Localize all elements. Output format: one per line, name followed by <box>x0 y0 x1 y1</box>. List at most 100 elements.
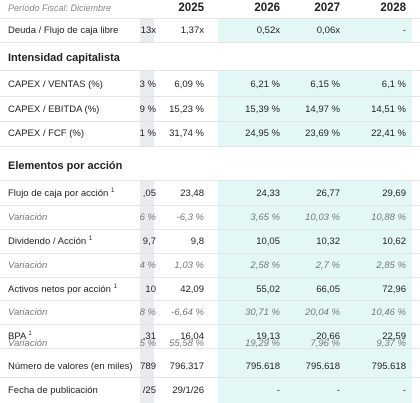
cell: 31,74 % <box>169 128 204 139</box>
divider <box>0 205 420 206</box>
divider <box>0 18 420 19</box>
table-row: Dividendo / Acción 1 9,7 9,8 10,05 10,32… <box>0 229 420 253</box>
cell: ,31 <box>142 331 156 342</box>
cell: 1,37x <box>180 25 204 36</box>
year-header-2027: 2027 <box>314 2 340 14</box>
cell: 1 % <box>139 128 156 139</box>
cell: 29/1/26 <box>172 385 204 396</box>
row-label-text: Flujo de caja por acción <box>8 188 109 199</box>
cell: 26,77 <box>316 188 340 199</box>
forecast-highlight-per-share <box>218 180 412 403</box>
cell: 795.618 <box>371 361 406 372</box>
variation-row: Variación 5 % 55,58 % 19,29 % 7,96 % 9,3… <box>0 331 420 355</box>
divider <box>0 229 420 230</box>
divider <box>0 324 420 325</box>
row-label: CAPEX / EBITDA (%) <box>8 104 100 115</box>
cell: 16,04 <box>180 331 204 342</box>
cell: 10,03 % <box>305 212 340 223</box>
cell: 7,96 % <box>310 338 340 349</box>
cell: 30,71 % <box>245 307 280 318</box>
cell: 3,65 % <box>250 212 280 223</box>
divider <box>0 146 420 147</box>
divider <box>0 121 420 122</box>
cell: /25 <box>142 385 156 396</box>
divider <box>0 180 420 181</box>
row-label: Flujo de caja por acción 1 <box>8 188 114 199</box>
cell: 795.618 <box>245 361 280 372</box>
row-label: Variación <box>8 212 48 223</box>
cell: 10,62 <box>382 236 406 247</box>
cell: 14,51 % <box>371 104 406 115</box>
cell: 15,39 % <box>245 104 280 115</box>
row-label-text: Dividendo / Acción <box>8 236 87 247</box>
cell: 10,05 <box>256 236 280 247</box>
forecast-highlight-capital <box>218 70 412 146</box>
row-label: Fecha de publicación <box>8 385 98 396</box>
scrolled-column-shade-top <box>140 18 154 42</box>
footnote-marker: 1 <box>88 235 93 242</box>
label-column-background <box>0 0 148 403</box>
variation-row: Variación 8 % -6,64 % 30,71 % 20,04 % 10… <box>0 300 420 324</box>
cell: -6,3 % <box>176 212 204 223</box>
table-row: Número de valores (en miles) 789 796.317… <box>0 354 420 378</box>
row-label: BPA 1 <box>8 331 32 342</box>
cell: 8 % <box>139 307 156 318</box>
cell: 13x <box>140 25 156 36</box>
cell: 2,58 % <box>250 260 280 271</box>
cell: - <box>402 385 406 396</box>
row-label: Deuda / Flujo de caja libre <box>8 25 119 36</box>
table-header: Período Fiscal: Diciembre 2025 2026 2027… <box>0 0 420 18</box>
fiscal-period-label: Período Fiscal: Diciembre <box>8 3 112 13</box>
row-label: Variación <box>8 307 48 318</box>
cell: 6,21 % <box>250 79 280 90</box>
row-label-text: BPA <box>8 331 26 342</box>
cell: - <box>336 385 340 396</box>
forecast-highlight-top <box>218 18 412 42</box>
cell: 9,37 % <box>376 338 406 349</box>
table-row: Activos netos por acción 1 10 42,09 55,0… <box>0 277 420 301</box>
cell: 20,66 <box>316 331 340 342</box>
footnote-marker: 1 <box>113 283 117 290</box>
cell: 42,09 <box>180 284 204 295</box>
row-label: Activos netos por acción 1 <box>8 284 117 295</box>
row-label: Variación <box>8 338 48 349</box>
cell: 14,97 % <box>305 104 340 115</box>
table-row: CAPEX / FCF (%) 1 % 31,74 % 24,95 % 23,6… <box>0 121 420 145</box>
cell: 15,23 % <box>169 104 204 115</box>
cell: 55,02 <box>256 284 280 295</box>
table-row: Flujo de caja por acción 1 ,05 23,48 24,… <box>0 181 420 205</box>
cell: 2,7 % <box>315 260 340 271</box>
cell: 22,59 <box>382 331 406 342</box>
divider <box>0 70 420 71</box>
cell: 0,52x <box>256 25 280 36</box>
cell: 2,85 % <box>376 260 406 271</box>
cell: 24,33 <box>256 188 280 199</box>
cell: 6 % <box>139 212 156 223</box>
table-row: CAPEX / EBITDA (%) 9 % 15,23 % 15,39 % 1… <box>0 97 420 121</box>
cell: 0,06x <box>316 25 340 36</box>
cell: - <box>402 25 406 36</box>
cell: 22,41 % <box>371 128 406 139</box>
table-row: Fecha de publicación /25 29/1/26 - - - <box>0 378 420 402</box>
cell: - <box>276 385 280 396</box>
cell: 6,1 % <box>381 79 406 90</box>
table-row: Deuda / Flujo de caja libre 13x 1,37x 0,… <box>0 18 420 42</box>
cell: 72,96 <box>382 284 406 295</box>
footnote-marker: 1 <box>110 187 115 194</box>
cell: 29,69 <box>382 188 406 199</box>
scrolled-column-shade-per-share <box>140 180 154 403</box>
cell: 4 % <box>139 260 156 271</box>
cell: 795.618 <box>305 361 340 372</box>
row-label: Dividendo / Acción 1 <box>8 236 92 247</box>
table-row: CAPEX / VENTAS (%) 3 % 6,09 % 6,21 % 6,1… <box>0 72 420 96</box>
row-label: Variación <box>8 260 48 271</box>
divider <box>0 253 420 254</box>
cell: 19,29 % <box>245 338 280 349</box>
cell: 19,13 <box>256 331 280 342</box>
cell: 20,04 % <box>305 307 340 318</box>
cell: 9 % <box>139 104 156 115</box>
footnote-marker: 1 <box>28 330 32 337</box>
cell: 3 % <box>139 79 156 90</box>
divider <box>0 42 420 43</box>
cell: 10 <box>145 284 156 295</box>
